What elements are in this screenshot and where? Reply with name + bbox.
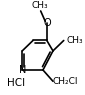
Text: CH₃: CH₃ [32, 1, 48, 10]
Text: N: N [19, 65, 26, 75]
Text: HCl: HCl [7, 78, 25, 88]
Text: O: O [43, 18, 51, 28]
Text: CH₃: CH₃ [66, 36, 83, 45]
Text: CH₂Cl: CH₂Cl [52, 77, 78, 86]
